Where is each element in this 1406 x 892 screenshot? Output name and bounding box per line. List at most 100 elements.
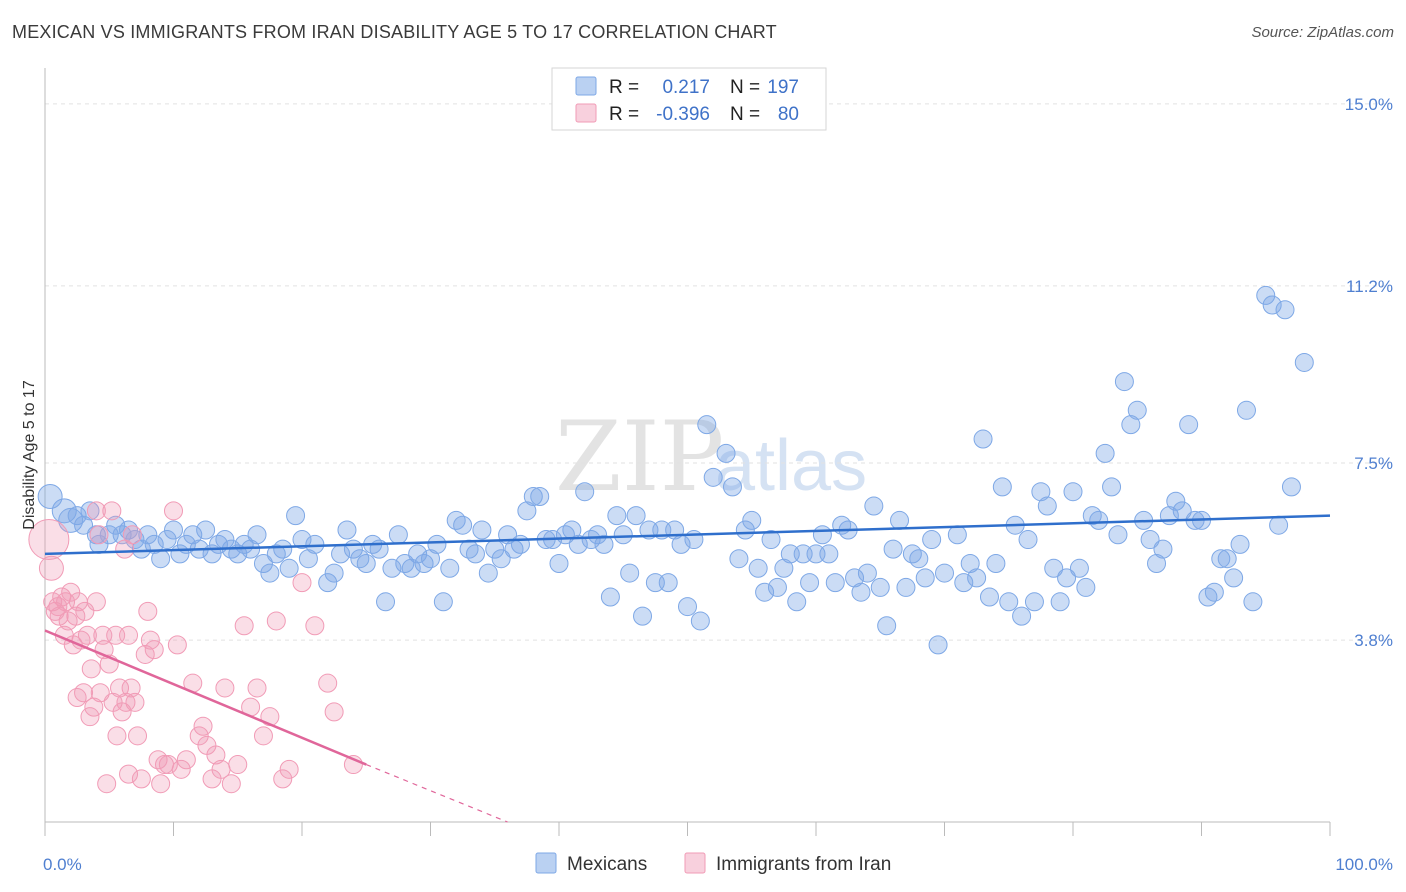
x-tick-label-1: 100.0% <box>1335 855 1393 874</box>
point-iran-51 <box>164 501 183 521</box>
point-mexicans-14 <box>138 525 158 545</box>
point-mexicans-148 <box>1018 530 1038 550</box>
point-iran-52 <box>167 635 187 655</box>
point-iran-20 <box>81 659 101 679</box>
point-mexicans-152 <box>1044 558 1064 578</box>
point-mexicans-187 <box>1281 477 1301 497</box>
point-iran-5 <box>49 606 69 626</box>
point-mexicans-184 <box>1256 285 1276 305</box>
point-mexicans-44 <box>337 520 357 540</box>
point-mexicans-183 <box>1243 592 1263 612</box>
point-mexicans-106 <box>742 510 762 530</box>
point-mexicans-160 <box>1095 443 1115 463</box>
point-iran-1 <box>38 555 64 581</box>
point-iran-54 <box>176 750 196 770</box>
point-mexicans-35 <box>273 539 293 559</box>
point-mexicans-83 <box>588 525 608 545</box>
trend-line-iran <box>44 629 367 766</box>
point-iran-57 <box>193 716 213 736</box>
trend-line-iran-extension <box>366 763 508 823</box>
point-mexicans-181 <box>1230 534 1250 554</box>
point-mexicans-128 <box>883 539 903 559</box>
point-iran-16 <box>74 683 94 703</box>
point-mexicans-111 <box>774 558 794 578</box>
point-mexicans-74 <box>530 486 550 506</box>
point-mexicans-178 <box>1211 549 1231 569</box>
point-iran-38 <box>121 678 141 698</box>
point-mexicans-153 <box>1050 592 1070 612</box>
point-mexicans-151 <box>1037 496 1057 516</box>
legend-r-value-1: -0.396 <box>656 104 710 125</box>
watermark-atlas: atlas <box>715 426 867 506</box>
point-mexicans-140 <box>967 568 987 588</box>
y-tick-label-1: 11.2% <box>1346 277 1393 296</box>
point-iran-68 <box>253 726 273 746</box>
point-mexicans-124 <box>857 563 877 583</box>
point-iran-76 <box>324 702 344 722</box>
point-mexicans-139 <box>960 553 980 573</box>
legend-n-label-1: N = <box>730 104 760 125</box>
bottom-legend-swatch-iran <box>684 852 706 874</box>
point-mexicans-169 <box>1153 539 1173 559</box>
series-iran <box>28 501 363 794</box>
point-mexicans-84 <box>594 534 614 554</box>
point-mexicans-168 <box>1147 553 1167 573</box>
point-mexicans-58 <box>427 534 447 554</box>
point-mexicans-145 <box>999 592 1019 612</box>
point-iran-78 <box>119 625 139 645</box>
point-mexicans-33 <box>260 563 280 583</box>
point-mexicans-105 <box>735 520 755 540</box>
point-mexicans-182 <box>1236 400 1256 420</box>
point-iran-63 <box>221 774 241 794</box>
point-iran-62 <box>215 678 235 698</box>
point-mexicans-102 <box>716 443 736 463</box>
point-mexicans-3 <box>67 506 87 526</box>
point-mexicans-71 <box>510 534 530 554</box>
x-tick-labels: 0.0% 100.0% <box>43 855 1393 874</box>
point-mexicans-103 <box>722 477 742 497</box>
point-mexicans-73 <box>523 486 543 506</box>
x-tick-label-0: 0.0% <box>43 855 82 874</box>
point-iran-27 <box>97 774 117 794</box>
point-mexicans-157 <box>1076 577 1096 597</box>
point-mexicans-164 <box>1121 415 1141 435</box>
point-iran-39 <box>122 525 142 545</box>
point-iran-34 <box>112 702 132 722</box>
source-label: Source: ZipAtlas.com <box>1251 24 1394 41</box>
point-mexicans-156 <box>1069 558 1089 578</box>
point-mexicans-100 <box>697 415 717 435</box>
point-iran-71 <box>273 769 293 789</box>
point-iran-56 <box>189 726 209 746</box>
point-iran-73 <box>292 573 312 593</box>
point-mexicans-50 <box>376 592 396 612</box>
point-mexicans-118 <box>819 544 839 564</box>
point-iran-45 <box>140 630 160 650</box>
point-mexicans-125 <box>864 496 884 516</box>
bottom-legend-swatch-mexicans <box>535 852 557 874</box>
point-iran-23 <box>89 525 109 545</box>
point-mexicans-161 <box>1102 477 1122 497</box>
point-iran-19 <box>80 707 100 727</box>
point-mexicans-179 <box>1217 549 1237 569</box>
point-mexicans-52 <box>388 525 408 545</box>
point-mexicans-144 <box>992 477 1012 497</box>
point-mexicans-86 <box>607 506 627 526</box>
point-iran-40 <box>125 692 145 712</box>
point-mexicans-188 <box>1294 352 1314 372</box>
point-mexicans-167 <box>1140 530 1160 550</box>
point-iran-44 <box>138 601 158 621</box>
bottom-legend-mexicans: Mexicans <box>567 854 647 875</box>
point-iran-46 <box>144 640 164 660</box>
point-mexicans-163 <box>1114 372 1134 392</box>
trend-lines <box>44 514 1331 823</box>
point-mexicans-126 <box>870 577 890 597</box>
point-iran-65 <box>234 616 254 636</box>
point-mexicans-80 <box>568 534 588 554</box>
point-mexicans-60 <box>440 558 460 578</box>
point-mexicans-87 <box>613 525 633 545</box>
point-iran-32 <box>107 726 127 746</box>
point-iran-60 <box>206 745 226 765</box>
point-mexicans-54 <box>401 558 421 578</box>
point-mexicans-133 <box>915 568 935 588</box>
point-mexicans-41 <box>318 573 338 593</box>
